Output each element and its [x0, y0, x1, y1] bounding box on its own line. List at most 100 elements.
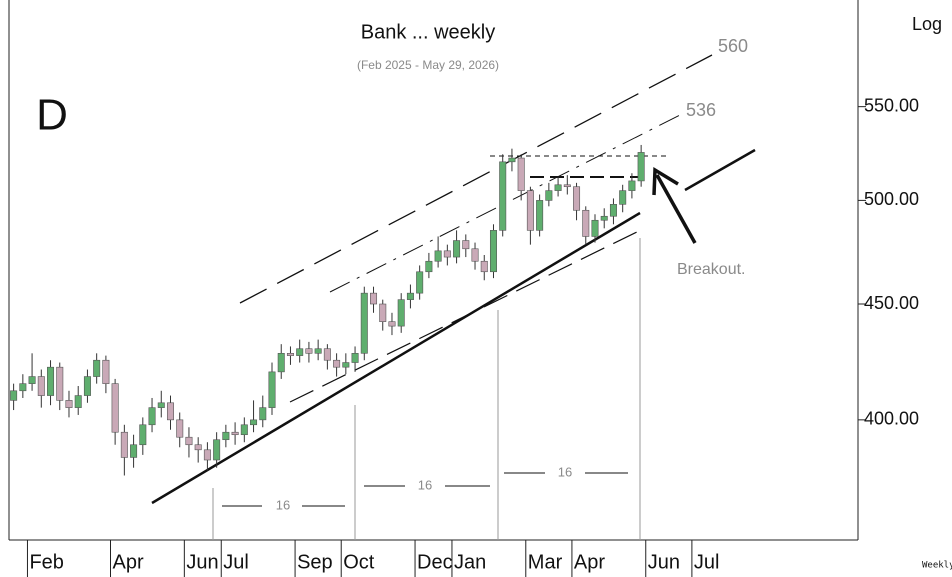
- candle-body: [10, 390, 18, 401]
- candle-body: [462, 240, 470, 250]
- candle-body: [609, 204, 617, 217]
- candle-body: [176, 419, 184, 438]
- candle-body: [360, 292, 368, 354]
- candle-body: [628, 180, 636, 191]
- candle-body: [406, 292, 414, 300]
- candle-body: [120, 431, 128, 458]
- cycle-label: 16: [418, 477, 432, 492]
- candle-body: [102, 359, 110, 384]
- candle-body: [573, 186, 581, 211]
- candle-body: [305, 348, 313, 354]
- candle-body: [166, 402, 174, 421]
- chart-subtitle: (Feb 2025 - May 29, 2026): [357, 58, 499, 72]
- candle-body: [250, 419, 258, 426]
- candle-body: [379, 303, 387, 322]
- candle-body: [277, 353, 285, 373]
- candle-body: [111, 383, 119, 433]
- candle-body: [443, 250, 451, 258]
- candle-body: [397, 299, 405, 327]
- candle-body: [517, 157, 525, 191]
- candle-body: [619, 190, 627, 205]
- candle-body: [453, 240, 461, 258]
- candle-body: [74, 395, 82, 408]
- support-extension: [684, 148, 756, 192]
- channel-label: 536: [686, 100, 716, 120]
- candle-body: [222, 431, 230, 441]
- candle-body: [231, 431, 239, 436]
- trend-lines: [151, 54, 756, 540]
- candle-body: [93, 359, 101, 377]
- candle-body: [526, 190, 534, 231]
- candle-body: [56, 366, 64, 401]
- scale-label: Log: [912, 14, 942, 34]
- candle-body: [591, 219, 599, 237]
- candle-body: [323, 348, 331, 361]
- candle-body: [536, 200, 544, 231]
- candle-body: [139, 424, 147, 446]
- candle-body: [600, 215, 608, 221]
- channel-label: 560: [718, 36, 748, 56]
- candle-body: [582, 209, 590, 237]
- support-line: [151, 211, 641, 505]
- x-tick-label: Feb: [29, 551, 63, 573]
- candle-body: [554, 184, 562, 191]
- candle-body: [83, 376, 91, 396]
- candle-body: [545, 190, 553, 201]
- y-tick-label: 550.00: [864, 95, 919, 115]
- x-tick-label: Jun: [186, 551, 218, 573]
- arrow-head: [652, 166, 679, 196]
- candle-body: [351, 353, 359, 363]
- candle-body: [508, 157, 516, 163]
- upper-channel: [239, 54, 713, 304]
- x-tick-label: Jan: [454, 551, 486, 573]
- x-tick-label: Jun: [648, 551, 680, 573]
- chart-title: Bank ... weekly: [361, 21, 496, 43]
- candle-body: [296, 348, 304, 356]
- candle-body: [388, 321, 396, 327]
- lower-channel: [289, 227, 646, 403]
- candle-body: [333, 359, 341, 368]
- candle-body: [194, 444, 202, 451]
- candle-body: [259, 407, 267, 421]
- cycle-label: 16: [558, 464, 572, 479]
- candle-body: [563, 184, 571, 188]
- candle-body: [37, 376, 45, 396]
- candle-body: [130, 444, 138, 458]
- x-tick-label: Dec: [417, 551, 453, 573]
- y-tick-label: 400.00: [864, 409, 919, 429]
- candle-body: [47, 366, 55, 396]
- x-tick-label: Jul: [223, 551, 249, 573]
- candle-body: [489, 230, 497, 273]
- x-tick-label: Mar: [528, 551, 563, 573]
- x-tick-label: Oct: [343, 551, 375, 573]
- x-tick-label: Apr: [113, 551, 144, 573]
- candle-body: [471, 248, 479, 262]
- breakout-label: Breakout.: [677, 261, 745, 278]
- candle-body: [213, 439, 221, 461]
- candle-body: [185, 436, 193, 446]
- candle-body: [65, 400, 73, 408]
- candle-body: [19, 383, 27, 392]
- candle-body: [203, 449, 211, 461]
- y-tick-label: 500.00: [864, 189, 919, 209]
- candle-body: [370, 292, 378, 305]
- y-tick-label: 450.00: [864, 293, 919, 313]
- candle-body: [425, 260, 433, 273]
- candle-body: [314, 348, 322, 354]
- x-tick-label: Jul: [694, 551, 720, 573]
- candle-body: [157, 402, 165, 408]
- period-label: Weekly: [922, 561, 952, 571]
- candle-body: [416, 271, 424, 294]
- candle-body: [499, 161, 507, 231]
- candle-body: [240, 424, 248, 436]
- candle-body: [637, 152, 645, 182]
- candle-body: [28, 376, 36, 384]
- candle-body: [286, 353, 294, 356]
- x-tick-label: Apr: [574, 551, 605, 573]
- candle-body: [342, 362, 350, 368]
- cycle-label: 16: [276, 497, 290, 512]
- candle-body: [480, 260, 488, 273]
- x-tick-label: Sep: [297, 551, 333, 573]
